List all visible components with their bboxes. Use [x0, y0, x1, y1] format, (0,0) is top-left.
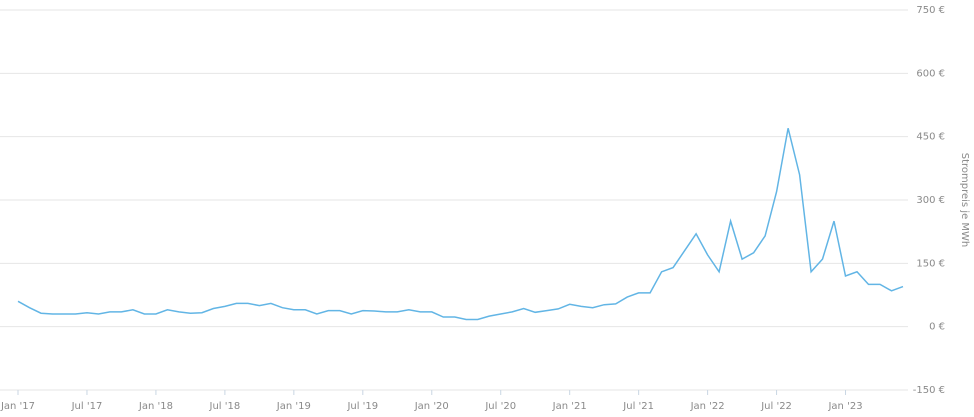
- x-tick-label: Jan '17: [0, 401, 35, 412]
- x-tick-label: Jan '23: [827, 401, 862, 412]
- x-tick-label: Jan '21: [552, 401, 587, 412]
- x-tick-label: Jan '18: [138, 401, 173, 412]
- y-tick-label: 0 €: [929, 322, 945, 333]
- x-tick-label: Jan '22: [690, 401, 725, 412]
- y-tick-label: 150 €: [916, 258, 945, 269]
- y-tick-label: 750 €: [916, 5, 945, 16]
- y-tick-label: 300 €: [916, 195, 945, 206]
- y-tick-label: 450 €: [916, 132, 945, 143]
- y-tick-label: 600 €: [916, 68, 945, 79]
- price-line: [17, 128, 904, 321]
- x-tick-label: Jan '20: [414, 401, 449, 412]
- x-tick-label: Jan '19: [276, 401, 311, 412]
- x-tick-label: Jul '18: [209, 401, 241, 412]
- x-tick-label: Jul '20: [484, 401, 516, 412]
- x-tick-label: Jul '22: [760, 401, 792, 412]
- y-tick-label: -150 €: [913, 385, 945, 396]
- y-axis-title: Strompreis je MWh: [959, 153, 970, 248]
- x-tick-label: Jul '21: [622, 401, 654, 412]
- x-tick-label: Jul '19: [346, 401, 378, 412]
- x-tick-label: Jul '17: [71, 401, 103, 412]
